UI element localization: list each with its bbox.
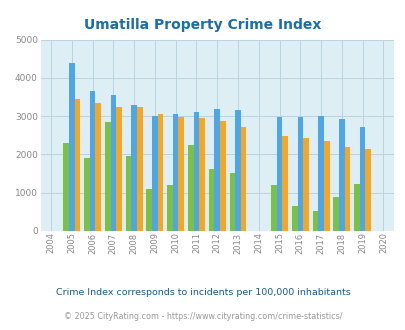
Bar	[136, 107, 142, 231]
Bar	[63, 143, 69, 231]
Text: Umatilla Property Crime Index: Umatilla Property Crime Index	[84, 18, 321, 32]
Bar	[312, 211, 318, 231]
Bar	[173, 114, 178, 231]
Text: © 2025 CityRating.com - https://www.cityrating.com/crime-statistics/: © 2025 CityRating.com - https://www.city…	[64, 312, 341, 321]
Text: Crime Index corresponds to incidents per 100,000 inhabitants: Crime Index corresponds to incidents per…	[55, 287, 350, 297]
Bar	[95, 103, 101, 231]
Bar	[271, 185, 276, 231]
Bar	[318, 116, 323, 231]
Bar	[110, 95, 116, 231]
Bar	[338, 119, 344, 231]
Bar	[354, 183, 359, 231]
Bar	[291, 206, 297, 231]
Bar	[344, 147, 350, 231]
Bar	[167, 185, 173, 231]
Bar	[364, 149, 370, 231]
Bar	[90, 91, 95, 231]
Bar	[303, 138, 308, 231]
Bar	[199, 118, 205, 231]
Bar	[75, 99, 80, 231]
Bar	[116, 107, 121, 231]
Bar	[359, 127, 364, 231]
Bar	[214, 109, 220, 231]
Bar	[208, 169, 214, 231]
Bar	[69, 63, 75, 231]
Bar	[131, 105, 136, 231]
Bar	[104, 122, 110, 231]
Bar	[281, 136, 287, 231]
Bar	[146, 189, 152, 231]
Bar	[297, 117, 303, 231]
Bar	[152, 116, 157, 231]
Bar	[188, 145, 193, 231]
Bar	[229, 173, 234, 231]
Bar	[157, 114, 163, 231]
Bar	[333, 197, 338, 231]
Bar	[84, 158, 90, 231]
Bar	[323, 141, 329, 231]
Bar	[126, 156, 131, 231]
Bar	[193, 112, 199, 231]
Bar	[234, 111, 240, 231]
Bar	[276, 117, 281, 231]
Bar	[240, 127, 246, 231]
Bar	[178, 117, 183, 231]
Bar	[220, 121, 225, 231]
